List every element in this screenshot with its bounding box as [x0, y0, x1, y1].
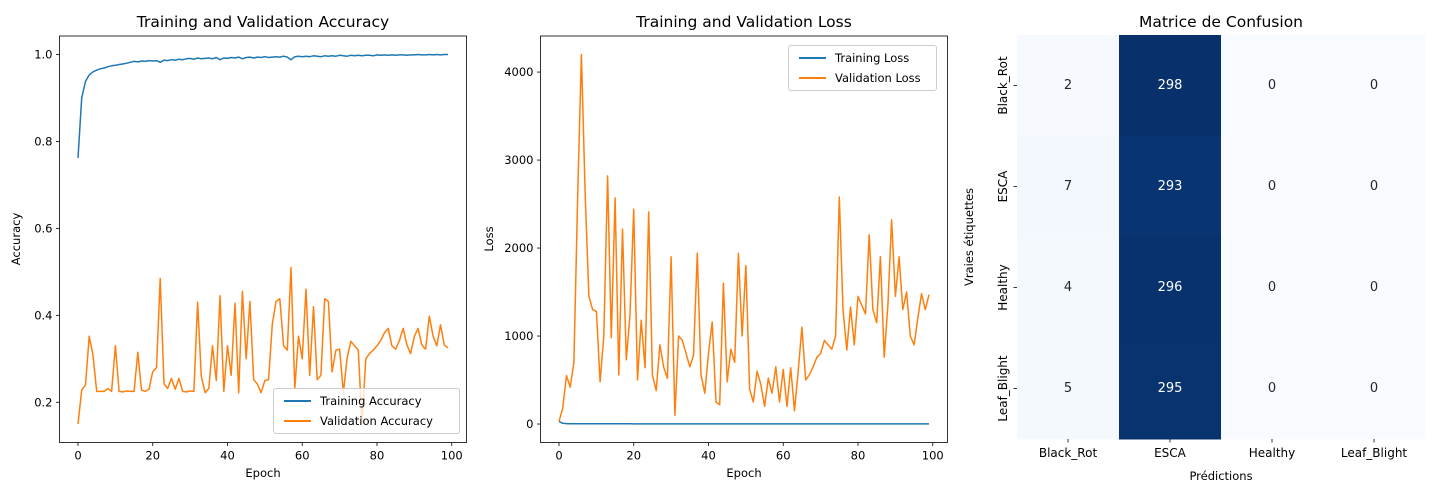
y-tick-label: Leaf_Blight	[996, 355, 1010, 422]
matrix-cell-value: 7	[1064, 179, 1072, 194]
matrix-cell-value: 293	[1158, 179, 1183, 194]
legend-entry-training-accuracy: Training Accuracy	[284, 394, 449, 408]
y-tick-label: 2000	[504, 241, 533, 255]
y-tick-label: 0.8	[34, 134, 52, 148]
matrix-cell	[1017, 338, 1120, 440]
matrix-cell-value: 0	[1370, 381, 1378, 396]
y-tick-label: 0	[526, 417, 533, 431]
matrix-cell	[1119, 237, 1222, 339]
axes-frame	[540, 35, 948, 443]
legend-label: Validation Accuracy	[320, 414, 433, 428]
matrix-cell-value: 5	[1064, 381, 1072, 396]
matrix-cell-value: 0	[1268, 280, 1276, 295]
matrix-cell-value: 296	[1158, 280, 1183, 295]
training-accuracy-line-swatch	[284, 400, 311, 402]
x-tick-label: Black_Rot	[1039, 446, 1098, 460]
legend-entry-validation-accuracy: Validation Accuracy	[284, 414, 449, 428]
legend-label: Training Loss	[835, 51, 910, 65]
y-tick-label: 0.6	[34, 221, 52, 235]
matrix-cell-value: 298	[1158, 78, 1183, 93]
matrix-cell	[1017, 237, 1120, 339]
accuracy-legend: Training Accuracy Validation Accuracy	[273, 388, 460, 434]
x-tick-label: 80	[851, 448, 866, 462]
matrix-cell-value: 0	[1370, 280, 1378, 295]
matrix-cell-value: 0	[1268, 78, 1276, 93]
loss-legend: Training Loss Validation Loss	[788, 45, 937, 91]
x-tick-label: 20	[626, 448, 641, 462]
y-tick-label: 0.2	[34, 395, 52, 409]
x-tick-label: 0	[555, 448, 562, 462]
training-and-validation-accuracy-plot: 0 20 40 60 80 100 0.2 0.4 0.6 0.8 1.0	[34, 35, 467, 462]
legend-entry-training-loss: Training Loss	[799, 51, 926, 65]
x-tick-label: 40	[701, 448, 716, 462]
matrix-cell	[1119, 35, 1222, 137]
x-tick-label: 60	[776, 448, 791, 462]
confusion-matrix-yaxis-label: Vraies étiquettes	[962, 187, 976, 287]
x-tick-label: 100	[441, 448, 463, 462]
training-loss-line-swatch	[799, 57, 826, 59]
matrix-cell-value: 0	[1370, 78, 1378, 93]
y-tick-label: 3000	[504, 153, 533, 167]
y-tick-label: Black_Rot	[996, 56, 1010, 115]
x-tick-label: Leaf_Blight	[1341, 446, 1408, 460]
matrix-cell-value: 2	[1064, 78, 1072, 93]
accuracy-yaxis-label: Accuracy	[9, 212, 23, 266]
loss-xaxis-label: Epoch	[726, 466, 762, 480]
matrix-cell	[1323, 237, 1426, 339]
y-tick-label: 4000	[504, 65, 533, 79]
loss-chart-title: Training and Validation Loss	[636, 13, 852, 31]
legend-label: Validation Loss	[835, 71, 921, 85]
validation-loss-line	[558, 53, 930, 422]
matrix-cell	[1323, 338, 1426, 440]
matrix-cell-value: 0	[1268, 179, 1276, 194]
x-tick-label: 0	[74, 448, 81, 462]
matrix-cell-value: 0	[1268, 381, 1276, 396]
matrix-cell	[1017, 35, 1120, 137]
x-tick-label: 60	[295, 448, 310, 462]
training-loss-line	[558, 420, 929, 425]
accuracy-xaxis-label: Epoch	[245, 466, 281, 480]
x-tick-label: Healthy	[1249, 446, 1296, 460]
legend-label: Training Accuracy	[320, 394, 422, 408]
y-tick-label: 1.0	[34, 47, 52, 61]
validation-accuracy-line-swatch	[284, 420, 311, 422]
y-tick-label: ESCA	[996, 170, 1010, 203]
x-tick-label: 20	[145, 448, 160, 462]
y-tick-label: 0.4	[34, 308, 52, 322]
x-tick-label: 80	[370, 448, 385, 462]
matrix-cell	[1221, 136, 1324, 238]
matrix-cell-value: 295	[1158, 381, 1183, 396]
matrix-cell-value: 4	[1064, 280, 1072, 295]
validation-accuracy-line	[77, 266, 449, 425]
confusion-matrix-xaxis-label: Prédictions	[1189, 469, 1253, 483]
matrix-cell	[1323, 136, 1426, 238]
x-tick-label: 40	[220, 448, 235, 462]
confusion-matrix-heatmap: 2 298 0 0 7 293 0 0 4 296 0 0 5 295 0 0 Black_Rot ESCA Hea…	[996, 35, 1426, 460]
matrix-cell	[1017, 136, 1120, 238]
y-tick-label: Healthy	[996, 264, 1010, 311]
matrix-cell	[1119, 136, 1222, 238]
matrix-cell	[1119, 338, 1222, 440]
validation-loss-line-swatch	[799, 77, 826, 79]
legend-entry-validation-loss: Validation Loss	[799, 71, 926, 85]
accuracy-chart-title: Training and Validation Accuracy	[136, 13, 390, 31]
matrix-cell	[1221, 237, 1324, 339]
y-tick-label: 1000	[504, 329, 533, 343]
matrix-cell	[1323, 35, 1426, 137]
loss-yaxis-label: Loss	[482, 226, 496, 252]
matrix-cell	[1221, 338, 1324, 440]
matrix-cell-value: 0	[1370, 179, 1378, 194]
axes-frame	[59, 35, 467, 443]
x-tick-label: ESCA	[1154, 446, 1187, 460]
confusion-matrix-title: Matrice de Confusion	[1138, 13, 1303, 31]
x-tick-label: 100	[922, 448, 944, 462]
matrix-cell	[1221, 35, 1324, 137]
training-accuracy-line	[77, 53, 448, 158]
